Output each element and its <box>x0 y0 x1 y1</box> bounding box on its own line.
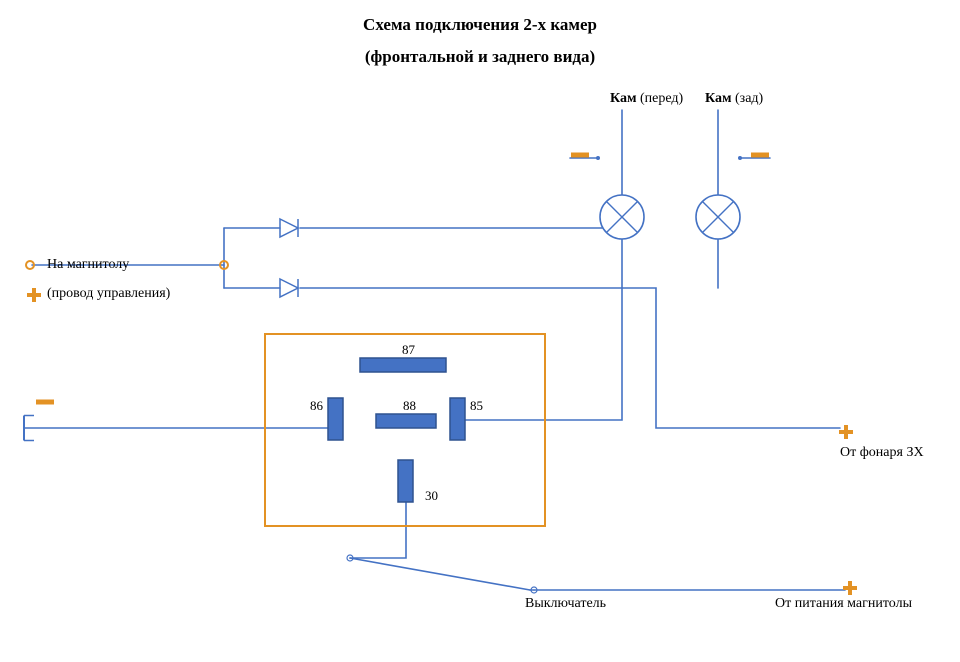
diode-2-icon <box>280 279 298 297</box>
relay-pin-87 <box>360 358 446 372</box>
pin-label-85: 85 <box>470 398 483 413</box>
camera-rear-icon <box>696 195 740 239</box>
relay-pin-85 <box>450 398 465 440</box>
pin-label-87: 87 <box>402 342 416 357</box>
wires <box>24 110 845 593</box>
pin-label-86: 86 <box>310 398 324 413</box>
label-cam-front: Кам (перед) <box>610 91 684 106</box>
title-line2: (фронтальной и заднего вида) <box>365 47 595 66</box>
relay-pin-86 <box>328 398 343 440</box>
title-line1: Схема подключения 2-х камер <box>363 15 597 34</box>
label-to-radio: На магнитолу <box>47 257 129 272</box>
pin-label-88: 88 <box>403 398 416 413</box>
pin-label-30: 30 <box>425 488 438 503</box>
relay-pin-30 <box>398 460 413 502</box>
label-control-wire: (провод управления) <box>47 286 171 301</box>
label-from-radio-power: От питания магнитолы <box>775 596 913 611</box>
label-switch: Выключатель <box>525 596 606 611</box>
diode-1-icon <box>280 219 298 237</box>
label-cam-rear: Кам (зад) <box>705 91 764 106</box>
camera-front-icon <box>600 195 644 239</box>
relay-pin-88 <box>376 414 436 428</box>
label-from-reverse: От фонаря ЗХ <box>840 445 924 460</box>
wiring-diagram: Схема подключения 2-х камер (фронтальной… <box>0 0 960 662</box>
